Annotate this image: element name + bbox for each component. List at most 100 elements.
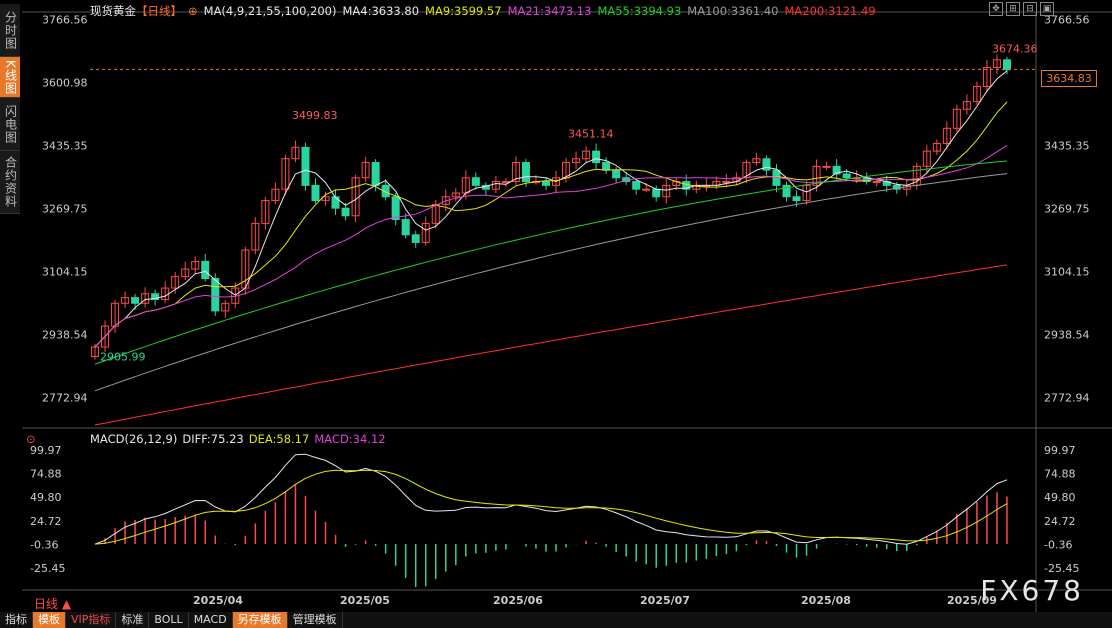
zoom-out-icon[interactable]: ⊟ xyxy=(1023,2,1037,16)
candle-body xyxy=(211,278,220,312)
chart-title: 现货黄金 xyxy=(90,4,136,18)
tab-contract-info[interactable]: 合约资料 xyxy=(0,151,20,214)
settings-icon[interactable]: ⊕ xyxy=(188,4,198,18)
candle-body xyxy=(892,184,901,190)
time-axis-label: 2025/09 xyxy=(947,594,997,607)
candle-body xyxy=(832,165,841,175)
candle-body xyxy=(1002,59,1011,71)
period-tag[interactable]: 【日线】 xyxy=(136,4,182,18)
ma21-value: MA21:3473.13 xyxy=(507,4,592,18)
candle-body xyxy=(521,162,530,183)
price-tick-right: 3104.15 xyxy=(1044,265,1090,278)
candle-body xyxy=(662,184,671,198)
candle-body xyxy=(171,276,180,289)
candle-body xyxy=(361,162,370,179)
tab-kline-label: K线图 xyxy=(3,59,18,95)
candle-body xyxy=(552,177,561,186)
candle-body xyxy=(381,184,390,198)
price-tick-left: 2938.54 xyxy=(42,328,88,341)
candle-body xyxy=(181,268,190,278)
candle-body xyxy=(592,150,601,164)
ma100-line xyxy=(94,173,1008,392)
candle-body xyxy=(782,184,791,198)
ma4-value: MA4:3633.80 xyxy=(342,4,420,18)
candle-body xyxy=(261,200,270,224)
macd-tick-left: 24.72 xyxy=(30,515,62,528)
candle-body xyxy=(992,59,1001,68)
ma200-line xyxy=(94,264,1008,426)
ma9-line xyxy=(94,101,1008,348)
ma55-line xyxy=(94,160,1008,365)
candle-body xyxy=(511,162,520,183)
macd-settings-icon[interactable]: ⊙ xyxy=(26,432,36,446)
btn-template[interactable]: 模板 xyxy=(33,612,66,628)
macd-tick-right: 99.97 xyxy=(1044,444,1076,457)
price-annotation: 3499.83 xyxy=(292,109,338,122)
macd-value: MACD:34.12 xyxy=(314,432,386,446)
candle-body xyxy=(341,207,350,217)
time-axis-label: 2025/06 xyxy=(493,594,543,607)
candle-body xyxy=(752,158,761,164)
price-tick-left: 3600.98 xyxy=(42,76,88,89)
candle-body xyxy=(501,181,510,184)
btn-save-template[interactable]: 另存模板 xyxy=(232,612,288,628)
candle-body xyxy=(331,196,340,209)
tab-flash-label: 闪电图 xyxy=(3,104,18,144)
candle-body xyxy=(291,146,300,160)
macd-tick-right: 49.80 xyxy=(1044,491,1076,504)
candle-body xyxy=(401,219,410,236)
candle-body xyxy=(491,181,500,190)
candle-body xyxy=(451,192,460,198)
candle-body xyxy=(441,196,450,205)
macd-tick-right: -25.45 xyxy=(1044,562,1079,575)
btn-manage-template[interactable]: 管理模板 xyxy=(288,612,343,628)
price-tick-right: 3766.56 xyxy=(1044,13,1090,26)
tab-timeshare[interactable]: 分时图 xyxy=(0,4,20,57)
restore-icon[interactable]: ▣ xyxy=(1040,2,1054,16)
macd-tick-right: -0.36 xyxy=(1044,538,1072,551)
ma-params: MA(4,9,21,55,100,200) xyxy=(203,4,337,18)
price-annotation: 2905.99 xyxy=(100,351,146,364)
ma100-value: MA100:3361.40 xyxy=(687,4,779,18)
macd-tick-left: 99.97 xyxy=(30,444,62,457)
candle-body xyxy=(421,222,430,243)
ma55-value: MA55:3394.93 xyxy=(597,4,682,18)
btn-indicator[interactable]: 指标 xyxy=(0,612,33,628)
candle-body xyxy=(962,101,971,110)
macd-diff-line xyxy=(94,453,1008,545)
btn-boll[interactable]: BOLL xyxy=(149,612,189,628)
period-selector[interactable]: 日线 ▲ xyxy=(34,597,72,611)
time-axis-label: 2025/05 xyxy=(340,594,390,607)
ma4-line xyxy=(94,70,1008,348)
price-tick-left: 3269.75 xyxy=(42,202,88,215)
price-tick-left: 3766.56 xyxy=(42,13,88,26)
btn-standard[interactable]: 标准 xyxy=(116,612,150,628)
candle-body xyxy=(221,302,230,312)
candle-body xyxy=(311,184,320,202)
ma21-line xyxy=(94,144,1008,348)
candle-body xyxy=(201,260,210,280)
time-axis-label: 2025/04 xyxy=(193,594,243,607)
move-icon[interactable]: ✥ xyxy=(989,2,1003,16)
tab-timeshare-label: 分时图 xyxy=(3,10,18,50)
zoom-in-icon[interactable]: ⊞ xyxy=(1006,2,1020,16)
price-annotation: 3451.14 xyxy=(568,127,614,140)
candle-body xyxy=(942,127,951,145)
tab-kline[interactable]: K线图 xyxy=(0,57,20,98)
macd-dea: DEA:58.17 xyxy=(248,432,310,446)
btn-vip-indicator[interactable]: VIP指标 xyxy=(66,612,117,628)
macd-legend: ⊙ MACD(26,12,9) DIFF:75.23 DEA:58.17 MACD:34… xyxy=(26,432,391,446)
candle-body xyxy=(922,150,931,167)
watermark-logo: FX678 xyxy=(980,574,1084,607)
btn-macd[interactable]: MACD xyxy=(189,612,233,628)
candle-body xyxy=(91,346,100,358)
tab-contract-label: 合约资料 xyxy=(3,156,18,208)
tab-flash[interactable]: 闪电图 xyxy=(0,98,20,151)
macd-tick-right: 24.72 xyxy=(1044,515,1076,528)
price-tick-left: 3435.35 xyxy=(42,139,88,152)
toolbar-icons: ✥ ⊞ ⊟ ▣ xyxy=(989,2,1054,16)
time-axis-label: 2025/07 xyxy=(640,594,690,607)
price-tick-right: 3269.75 xyxy=(1044,202,1090,215)
candle-body xyxy=(131,297,140,304)
